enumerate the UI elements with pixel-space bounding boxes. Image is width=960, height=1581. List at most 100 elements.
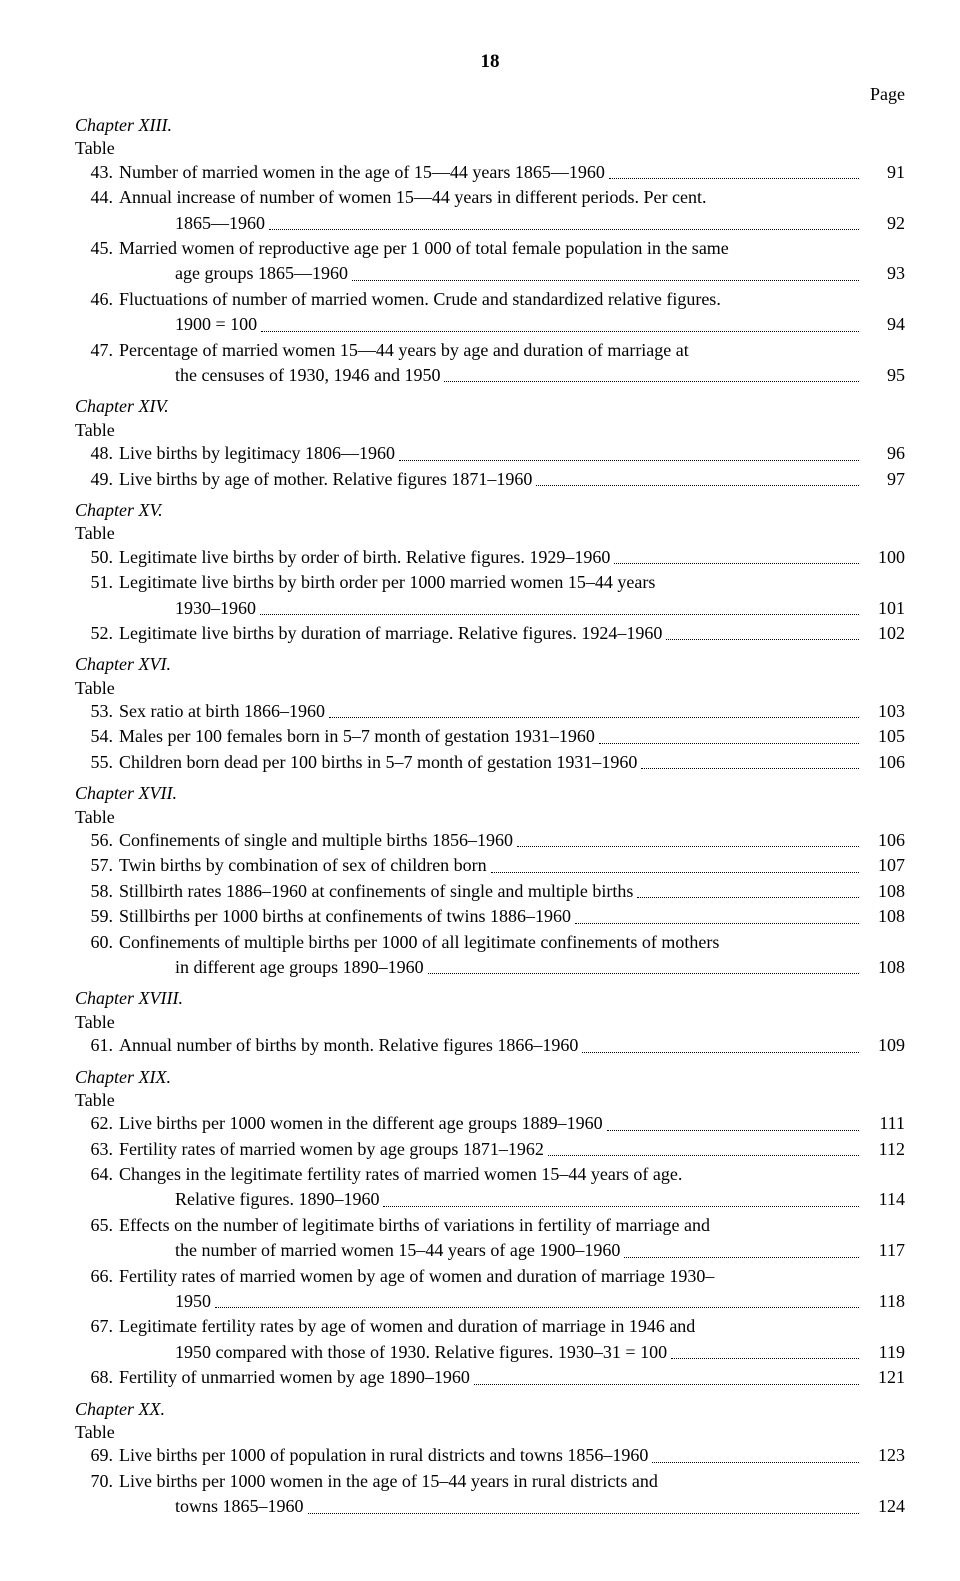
- entry-number: 49.: [75, 468, 119, 491]
- page-number-top: 18: [75, 50, 905, 75]
- entry-number: 64.: [75, 1163, 119, 1186]
- table-label: Table: [75, 1089, 905, 1112]
- entry-page: 117: [865, 1239, 905, 1262]
- entry-page: 124: [865, 1495, 905, 1518]
- leader-dots: [444, 380, 859, 382]
- page-header-label: Page: [75, 83, 905, 106]
- entry-page: 123: [865, 1444, 905, 1467]
- entry-number: 63.: [75, 1138, 119, 1161]
- toc-entry-row: 59.Stillbirths per 1000 births at confin…: [75, 905, 905, 928]
- leader-dots: [215, 1306, 859, 1308]
- leader-dots: [474, 1383, 859, 1385]
- chapter-title: Chapter XVI.: [75, 653, 905, 676]
- chapter-title: Chapter XIV.: [75, 395, 905, 418]
- leader-dots: [428, 972, 859, 974]
- toc-entry-row: 51.Legitimate live births by birth order…: [75, 571, 905, 594]
- entry-number: 50.: [75, 546, 119, 569]
- entry-page: 112: [865, 1138, 905, 1161]
- entry-text: Males per 100 females born in 5–7 month …: [119, 725, 595, 748]
- entry-text: Legitimate fertility rates by age of wom…: [119, 1315, 695, 1338]
- toc-entry-row: 64.Changes in the legitimate fertility r…: [75, 1163, 905, 1186]
- entry-number: 51.: [75, 571, 119, 594]
- toc-entry-row: 66.Fertility rates of married women by a…: [75, 1265, 905, 1288]
- entry-page: 94: [865, 313, 905, 336]
- toc-entry-row: 56.Confinements of single and multiple b…: [75, 829, 905, 852]
- toc-entry-row: the censuses of 1930, 1946 and 1950 95: [75, 364, 905, 387]
- toc-entry-row: 43.Number of married women in the age of…: [75, 161, 905, 184]
- toc-entry-row: age groups 1865—196093: [75, 262, 905, 285]
- toc-entry-row: 62.Live births per 1000 women in the dif…: [75, 1112, 905, 1135]
- entry-text: Confinements of single and multiple birt…: [119, 829, 513, 852]
- entry-number: 53.: [75, 700, 119, 723]
- entry-text: Live births per 1000 of population in ru…: [119, 1444, 648, 1467]
- leader-dots: [383, 1205, 859, 1207]
- toc-entry-row: 1900 = 10094: [75, 313, 905, 336]
- toc-entry-row: 70.Live births per 1000 women in the age…: [75, 1470, 905, 1493]
- entry-number: 65.: [75, 1214, 119, 1237]
- entry-text: Live births per 1000 women in the differ…: [119, 1112, 603, 1135]
- entry-page: 119: [865, 1341, 905, 1364]
- entry-text: Percentage of married women 15—44 years …: [119, 339, 689, 362]
- entry-page: 105: [865, 725, 905, 748]
- chapter-title: Chapter XX.: [75, 1398, 905, 1421]
- toc-entry-row: 44.Annual increase of number of women 15…: [75, 186, 905, 209]
- toc-entry-row: 1865—196092: [75, 212, 905, 235]
- toc-entry-row: 60.Confinements of multiple births per 1…: [75, 931, 905, 954]
- toc-entry-row: 53.Sex ratio at birth 1866–1960103: [75, 700, 905, 723]
- entry-page: 91: [865, 161, 905, 184]
- entry-number: 67.: [75, 1315, 119, 1338]
- entry-number: 52.: [75, 622, 119, 645]
- entry-text: Fertility rates of married women by age …: [119, 1265, 714, 1288]
- entry-text: Relative figures. 1890–1960: [119, 1188, 379, 1211]
- leader-dots: [666, 638, 859, 640]
- entry-text: Sex ratio at birth 1866–1960: [119, 700, 325, 723]
- toc-entry-row: 65.Effects on the number of legitimate b…: [75, 1214, 905, 1237]
- table-label: Table: [75, 806, 905, 829]
- entry-number: 43.: [75, 161, 119, 184]
- leader-dots: [575, 922, 859, 924]
- entry-number: 44.: [75, 186, 119, 209]
- table-label: Table: [75, 522, 905, 545]
- leader-dots: [548, 1154, 859, 1156]
- entry-text: Live births by age of mother. Relative f…: [119, 468, 532, 491]
- toc-entry-row: 50.Legitimate live births by order of bi…: [75, 546, 905, 569]
- leader-dots: [269, 228, 859, 230]
- entry-text: 1950 compared with those of 1930. Relati…: [119, 1341, 667, 1364]
- toc-entry-row: 49.Live births by age of mother. Relativ…: [75, 468, 905, 491]
- toc-entry-row: 63.Fertility rates of married women by a…: [75, 1138, 905, 1161]
- entry-number: 61.: [75, 1034, 119, 1057]
- entry-number: 58.: [75, 880, 119, 903]
- entry-page: 95: [865, 364, 905, 387]
- table-of-contents: Chapter XIII.Table43.Number of married w…: [75, 114, 905, 1518]
- entry-text: Children born dead per 100 births in 5–7…: [119, 751, 637, 774]
- entry-page: 100: [865, 546, 905, 569]
- entry-page: 106: [865, 751, 905, 774]
- chapter-title: Chapter XVII.: [75, 782, 905, 805]
- entry-text: Changes in the legitimate fertility rate…: [119, 1163, 682, 1186]
- leader-dots: [641, 767, 859, 769]
- entry-text: Stillbirth rates 1886–1960 at confinemen…: [119, 880, 633, 903]
- leader-dots: [614, 562, 859, 564]
- table-label: Table: [75, 419, 905, 442]
- entry-page: 109: [865, 1034, 905, 1057]
- entry-text: the censuses of 1930, 1946 and 1950: [119, 364, 440, 387]
- table-label: Table: [75, 1421, 905, 1444]
- entry-page: 108: [865, 880, 905, 903]
- chapter-title: Chapter XVIII.: [75, 987, 905, 1010]
- leader-dots: [491, 871, 859, 873]
- entry-text: towns 1865–1960: [119, 1495, 304, 1518]
- entry-text: Annual number of births by month. Relati…: [119, 1034, 578, 1057]
- leader-dots: [329, 716, 859, 718]
- toc-entry-row: Relative figures. 1890–1960 114: [75, 1188, 905, 1211]
- entry-page: 114: [865, 1188, 905, 1211]
- leader-dots: [599, 742, 859, 744]
- leader-dots: [261, 330, 859, 332]
- entry-text: Legitimate live births by duration of ma…: [119, 622, 662, 645]
- leader-dots: [609, 177, 859, 179]
- toc-entry-row: 68.Fertility of unmarried women by age 1…: [75, 1366, 905, 1389]
- leader-dots: [308, 1512, 859, 1514]
- entry-number: 47.: [75, 339, 119, 362]
- toc-entry-row: 58.Stillbirth rates 1886–1960 at confine…: [75, 880, 905, 903]
- chapter-title: Chapter XIX.: [75, 1066, 905, 1089]
- entry-page: 106: [865, 829, 905, 852]
